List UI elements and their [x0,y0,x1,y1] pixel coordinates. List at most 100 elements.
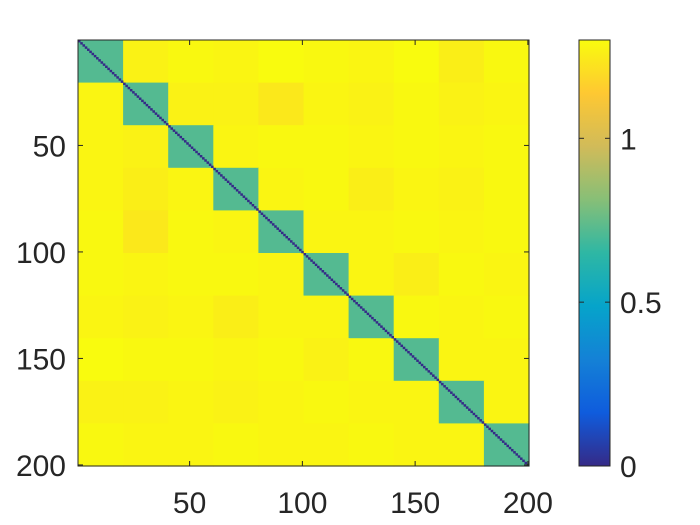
diagonal-cell [492,431,496,435]
heatmap-block-7-2 [123,295,169,339]
diagonal-cell [289,240,293,243]
heatmap-block-10-5 [258,423,305,467]
diagonal-cell [463,404,467,407]
heatmap-block-6-4 [213,253,259,297]
diagonal-cell [170,127,174,130]
diagonal-cell [269,221,273,224]
diagonal-cell [283,233,286,237]
heatmap-block-2-10 [483,82,530,126]
diagonal-cell [375,321,379,324]
diagonal-cell [179,135,183,139]
diagonal-cell [303,253,307,256]
diagonal-cell [483,423,487,426]
diagonal-cell [400,344,404,348]
diagonal-cell [242,195,246,198]
heatmap-block-9-7 [348,380,395,424]
diagonal-cell [118,78,122,81]
heatmap-block-5-2 [123,210,169,254]
diagonal-cell [362,308,365,311]
colorbar-tick-label: 1 [620,123,637,156]
diagonal-cell [276,227,279,230]
diagonal-cell [310,259,313,262]
diagonal-cell [161,118,164,122]
diagonal-cell [150,108,153,111]
heatmap-block-7-10 [483,295,530,339]
diagonal-cell [256,208,259,211]
diagonal-cell [441,382,444,386]
diagonal-cell [330,278,334,281]
diagonal-cell [220,174,223,177]
diagonal-cell [183,140,187,143]
diagonal-cell [206,161,210,164]
diagonal-cell [258,210,261,213]
heatmap-block-9-4 [213,380,259,424]
heatmap-block-10-1 [78,423,124,467]
heatmap-block-2-3 [168,82,214,126]
heatmap-block-3-7 [348,125,395,169]
diagonal-cell [312,261,316,264]
heatmap-block-1-7 [348,40,395,84]
heatmap-block-8-9 [438,338,485,382]
heatmap-block-6-7 [348,253,395,297]
heatmap-block-6-2 [123,253,169,297]
diagonal-cell [134,93,137,96]
diagonal-cell [371,316,374,320]
diagonal-cell [461,402,464,405]
heatmap-block-10-9 [438,423,485,467]
diagonal-cell [172,129,176,132]
heatmap-block-10-2 [123,423,169,467]
heatmap-block-8-5 [258,338,305,382]
diagonal-cell [339,287,343,290]
heatmap-block-9-6 [303,380,350,424]
diagonal-cell [240,193,243,196]
diagonal-cell [296,246,300,250]
diagonal-cell [436,378,440,382]
diagonal-cell [165,123,169,126]
heatmap-block-8-10 [483,338,530,382]
heatmap-block-10-7 [348,423,395,467]
diagonal-cell [413,357,417,360]
diagonal-cell [434,376,437,379]
diagonal-cell [105,65,108,68]
diagonal-cell [125,84,128,88]
colorbar-gradient [578,39,611,467]
diagonal-cell [211,165,214,169]
heatmap-block-3-1 [78,125,124,169]
diagonal-cell [504,442,507,445]
heatmap-block-3-6 [303,125,350,169]
heatmap-block-7-9 [438,295,485,339]
diagonal-cell [193,148,196,152]
diagonal-cell [506,444,510,448]
diagonal-cell [508,446,512,450]
diagonal-cell [389,333,392,337]
heatmap-block-10-4 [213,423,259,467]
diagonal-cell [384,329,388,333]
diagonal-cell [217,172,221,175]
diagonal-cell [443,385,446,388]
diagonal-cell [181,137,185,141]
diagonal-cell [317,265,320,269]
diagonal-cell [513,451,516,454]
heatmap-block-1-4 [213,40,259,84]
diagonal-cell [251,204,255,207]
heatmap-block-8-7 [348,338,395,382]
diagonal-cell [314,263,318,267]
diagonal-cell [233,186,237,190]
diagonal-cell [447,389,451,392]
heatmap-block-2-4 [213,82,259,126]
diagonal-cell [116,76,119,79]
heatmap-block-7-6 [303,295,350,339]
heatmap-block-5-9 [438,210,485,254]
heatmap-block-4-10 [483,167,530,211]
diagonal-cell [145,103,149,107]
diagonal-cell [102,63,106,66]
diagonal-cell [247,199,250,203]
heatmap-block-1-9 [438,40,485,84]
diagonal-cell [159,116,162,120]
diagonal-cell [517,455,521,458]
heatmap-block-3-10 [483,125,530,169]
heatmap-block-6-3 [168,253,214,297]
diagonal-cell [416,359,419,362]
diagonal-cell [395,340,399,343]
